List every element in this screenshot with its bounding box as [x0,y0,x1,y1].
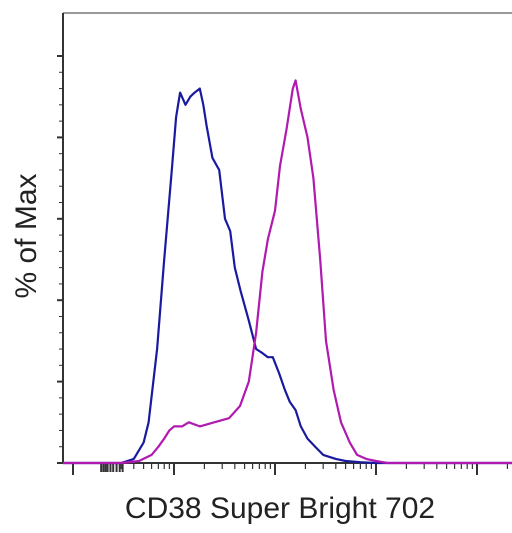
x-axis-label: CD38 Super Bright 702 [125,492,435,525]
y-ticks [57,55,63,464]
series-line-1 [63,87,512,465]
y-axis-label: % of Max [10,173,43,298]
series-line-2 [63,79,512,465]
series-lines [63,79,512,465]
